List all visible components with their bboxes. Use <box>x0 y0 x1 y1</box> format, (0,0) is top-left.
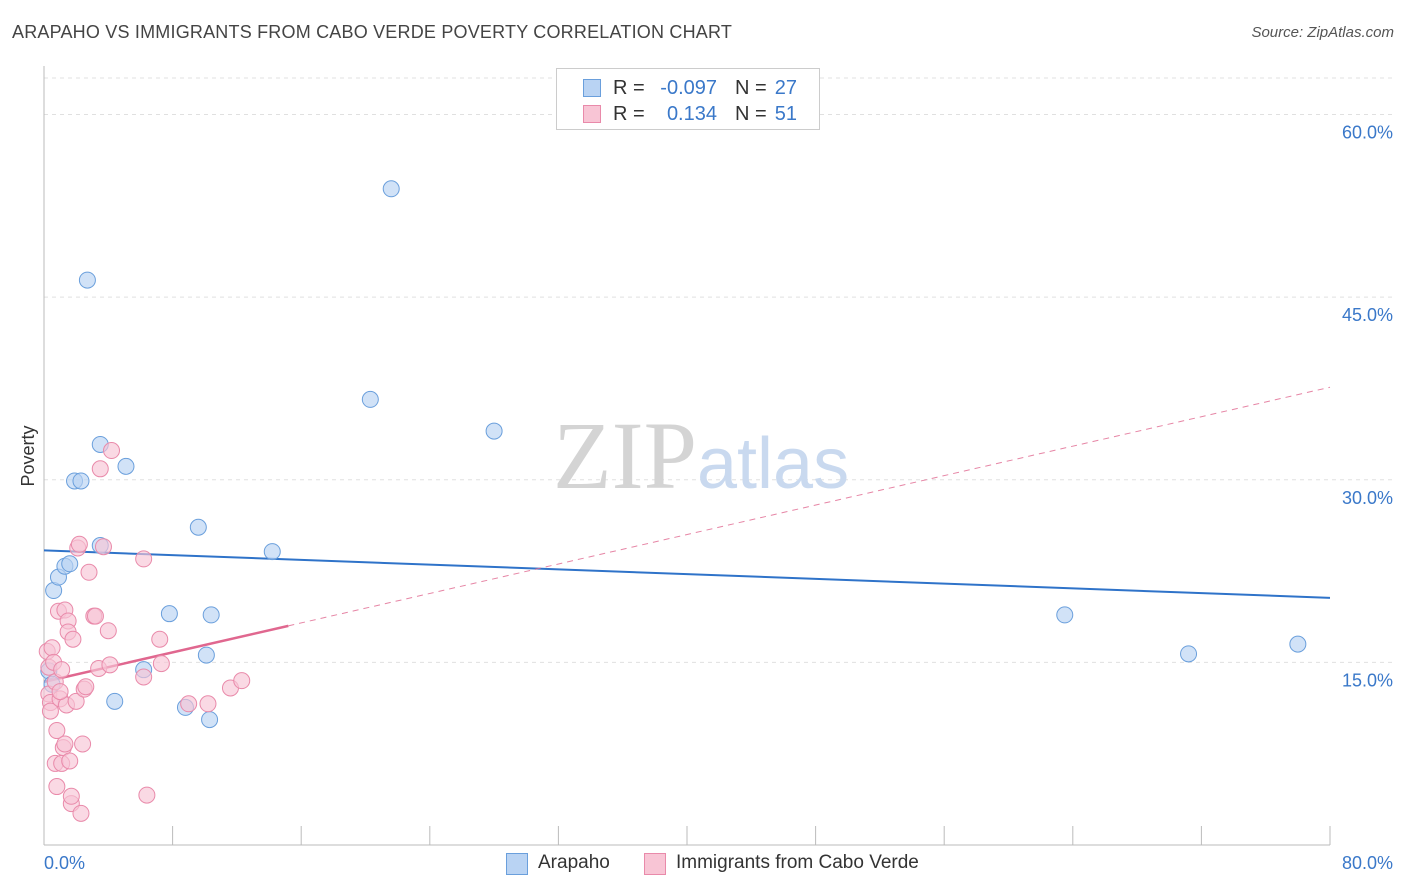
r-value: -0.097 <box>660 77 717 99</box>
cabo-verde-point <box>135 550 153 568</box>
cabo-verde-point <box>74 735 92 753</box>
arapaho-point <box>189 518 207 536</box>
arapaho-point <box>361 390 379 408</box>
cabo-verde-swatch <box>583 105 601 123</box>
n-value: 27 <box>774 77 797 99</box>
stats-row-arapaho: R = -0.097 N = 27 <box>557 76 819 102</box>
cabo-verde-point <box>101 656 119 674</box>
trend-lines <box>43 386 1331 684</box>
cabo-verde-point <box>151 630 169 648</box>
cabo-verde-point <box>56 735 74 753</box>
cabo-verde-point <box>48 722 66 740</box>
arapaho-point <box>201 711 219 729</box>
cabo-verde-point <box>199 695 217 713</box>
n-label: N = <box>735 77 767 99</box>
n-label: N = <box>735 103 767 125</box>
watermark-atlas: atlas <box>697 424 850 504</box>
arapaho-point <box>160 605 178 623</box>
r-label: R = <box>613 77 645 99</box>
cabo-verde-point <box>135 668 153 686</box>
legend-label: Immigrants from Cabo Verde <box>676 852 919 873</box>
cabo-verde-trend-extension <box>288 386 1331 627</box>
cabo-verde-point <box>138 786 156 804</box>
arapaho-point <box>1289 635 1307 653</box>
r-label: R = <box>613 103 645 125</box>
y-tick-label: 30.0% <box>1342 488 1393 508</box>
x-tick-label-max: 80.0% <box>1342 853 1393 873</box>
watermark-zip: ZIP <box>553 402 697 509</box>
legend-item-cabo-verde[interactable]: Immigrants from Cabo Verde <box>644 850 944 878</box>
tick-labels: 15.0% 30.0% 45.0% 60.0% 0.0% 80.0% Poverty <box>18 123 1393 873</box>
y-tick-label: 15.0% <box>1342 670 1393 690</box>
cabo-verde-point <box>152 655 170 673</box>
cabo-verde-point <box>86 607 104 625</box>
cabo-verde-point <box>180 695 198 713</box>
cabo-verde-point <box>64 630 82 648</box>
chart-title: ARAPAHO VS IMMIGRANTS FROM CABO VERDE PO… <box>12 22 733 42</box>
cabo-verde-point <box>62 787 80 805</box>
cabo-verde-point <box>43 639 61 657</box>
cabo-verde-point <box>41 702 59 720</box>
x-tick-label-min: 0.0% <box>44 853 85 873</box>
legend-item-arapaho[interactable]: Arapaho <box>506 850 646 878</box>
cabo-verde-trend-line <box>43 624 289 684</box>
y-axis-label: Poverty <box>18 425 38 486</box>
y-tick-label: 45.0% <box>1342 305 1393 325</box>
cabo-verde-point <box>77 678 95 696</box>
cabo-verde-point <box>94 538 112 556</box>
cabo-verde-point <box>233 672 251 690</box>
arapaho-point <box>1180 645 1198 663</box>
cabo-verde-point <box>91 460 109 478</box>
cabo-verde-point <box>67 692 85 710</box>
arapaho-point <box>72 472 90 490</box>
cabo-verde-point <box>61 752 79 770</box>
arapaho-legend-swatch <box>506 853 528 875</box>
cabo-verde-point <box>48 778 66 796</box>
cabo-verde-point <box>99 622 117 640</box>
arapaho-point <box>106 692 124 710</box>
y-tick-label: 60.0% <box>1342 123 1393 143</box>
arapaho-point <box>78 271 96 289</box>
zipatlas-watermark: ZIPatlas <box>553 400 849 511</box>
arapaho-point <box>485 422 503 440</box>
arapaho-point <box>61 555 79 573</box>
stats-legend: R = -0.097 N = 27 R = 0.134 N = 51 <box>556 68 820 130</box>
cabo-verde-legend-swatch <box>644 853 666 875</box>
arapaho-point <box>1056 606 1074 624</box>
stats-row-cabo-verde: R = 0.134 N = 51 <box>557 102 819 128</box>
cabo-verde-point <box>103 442 121 460</box>
r-value: 0.134 <box>666 103 717 125</box>
cabo-verde-point <box>72 804 90 822</box>
arapaho-point <box>197 646 215 664</box>
data-points <box>38 180 1307 822</box>
arapaho-point <box>263 543 281 561</box>
n-value: 51 <box>774 103 797 125</box>
source-credit: Source: ZipAtlas.com <box>1251 24 1394 41</box>
cabo-verde-point <box>53 661 71 679</box>
legend-label: Arapaho <box>538 852 610 873</box>
arapaho-point <box>382 180 400 198</box>
arapaho-point <box>117 457 135 475</box>
arapaho-swatch <box>583 79 601 97</box>
arapaho-trend-line <box>43 549 1331 599</box>
arapaho-point <box>202 606 220 624</box>
cabo-verde-point <box>80 563 98 581</box>
cabo-verde-point <box>70 535 88 553</box>
cabo-verde-point <box>51 683 69 701</box>
